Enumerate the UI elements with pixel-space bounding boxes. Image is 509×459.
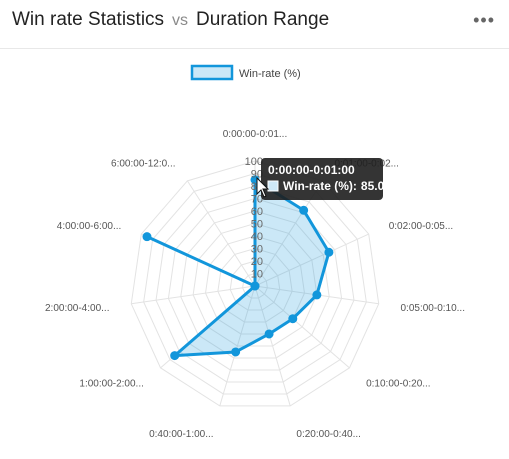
tooltip-title: 0:00:00-0:01:00: [268, 163, 355, 177]
tick-label: 10: [251, 269, 263, 281]
tick-label: 100: [245, 156, 263, 168]
grid-ring-50: [192, 222, 318, 347]
tick-label: 30: [251, 244, 263, 256]
legend-label[interactable]: Win-rate (%): [239, 68, 301, 80]
grid-ring-60: [180, 210, 330, 359]
grid-ring-100: [130, 160, 380, 407]
tick-label: 70: [251, 194, 263, 206]
data-point[interactable]: [324, 247, 334, 257]
title-right: Duration Range: [196, 9, 330, 30]
grid-spoke: [219, 285, 256, 407]
cursor-icon: [256, 176, 270, 198]
grid-ring-30: [217, 247, 293, 323]
tooltip-box: [261, 158, 383, 200]
tick-label: 50: [251, 219, 263, 231]
data-point[interactable]: [142, 232, 152, 242]
grid-ring-40: [204, 235, 306, 335]
data-point[interactable]: [288, 314, 298, 324]
grid-spoke: [186, 180, 256, 287]
series-area: [145, 178, 331, 358]
axis-label: 0:05:00-0:10...: [401, 303, 466, 314]
data-point[interactable]: [231, 347, 241, 357]
tooltip-swatch: [267, 180, 279, 192]
grid-ring-80: [155, 185, 355, 383]
ellipsis-icon[interactable]: •••: [473, 10, 495, 30]
axis-label: 4:00:00-6:00...: [57, 221, 122, 232]
data-point[interactable]: [264, 329, 274, 339]
data-point[interactable]: [250, 281, 260, 291]
tick-label: 60: [251, 206, 263, 218]
data-point[interactable]: [170, 351, 180, 361]
grid-spoke: [254, 285, 291, 407]
axis-label: 0:02:00-0:05...: [389, 221, 454, 232]
axis-label: 0:00:00-0:01...: [223, 129, 288, 140]
radial-ticks: 102030405060708090100: [245, 156, 263, 281]
tooltip-value-line: Win-rate (%): 85.00: [283, 179, 391, 193]
axis-label: 0:40:00-1:00...: [149, 429, 214, 440]
title-vs: vs: [172, 12, 189, 29]
data-point[interactable]: [299, 205, 309, 215]
grid-spoke: [254, 285, 350, 369]
tick-label: 90: [251, 169, 263, 181]
axis-label: 2:00:00-4:00...: [45, 303, 110, 314]
axis-label: 6:00:00-12:0...: [111, 158, 176, 169]
tick-label: 40: [251, 231, 263, 243]
tick-label: 20: [251, 256, 263, 268]
tooltip: 0:00:00-0:01:00 Win-rate (%): 85.00: [256, 158, 391, 200]
title-left: Win rate Statistics: [12, 9, 165, 30]
axis-label: 0:20:00-0:40...: [296, 429, 361, 440]
grid-ring-90: [143, 172, 367, 395]
grid-spoke: [254, 233, 369, 287]
grid-ring-20: [229, 260, 281, 311]
legend-swatch[interactable]: [190, 64, 234, 81]
grid-ring-70: [167, 197, 343, 371]
chart-title: Win rate Statistics vs Duration Range: [12, 9, 329, 31]
axis-label: 1:00:00-2:00...: [79, 378, 144, 389]
chart-header: Win rate Statistics vs Duration Range •••: [0, 0, 509, 49]
data-point[interactable]: [312, 290, 322, 300]
axis-label: 0:10:00-0:20...: [366, 378, 431, 389]
grid-spoke: [131, 285, 256, 305]
series-layer: [142, 175, 334, 361]
